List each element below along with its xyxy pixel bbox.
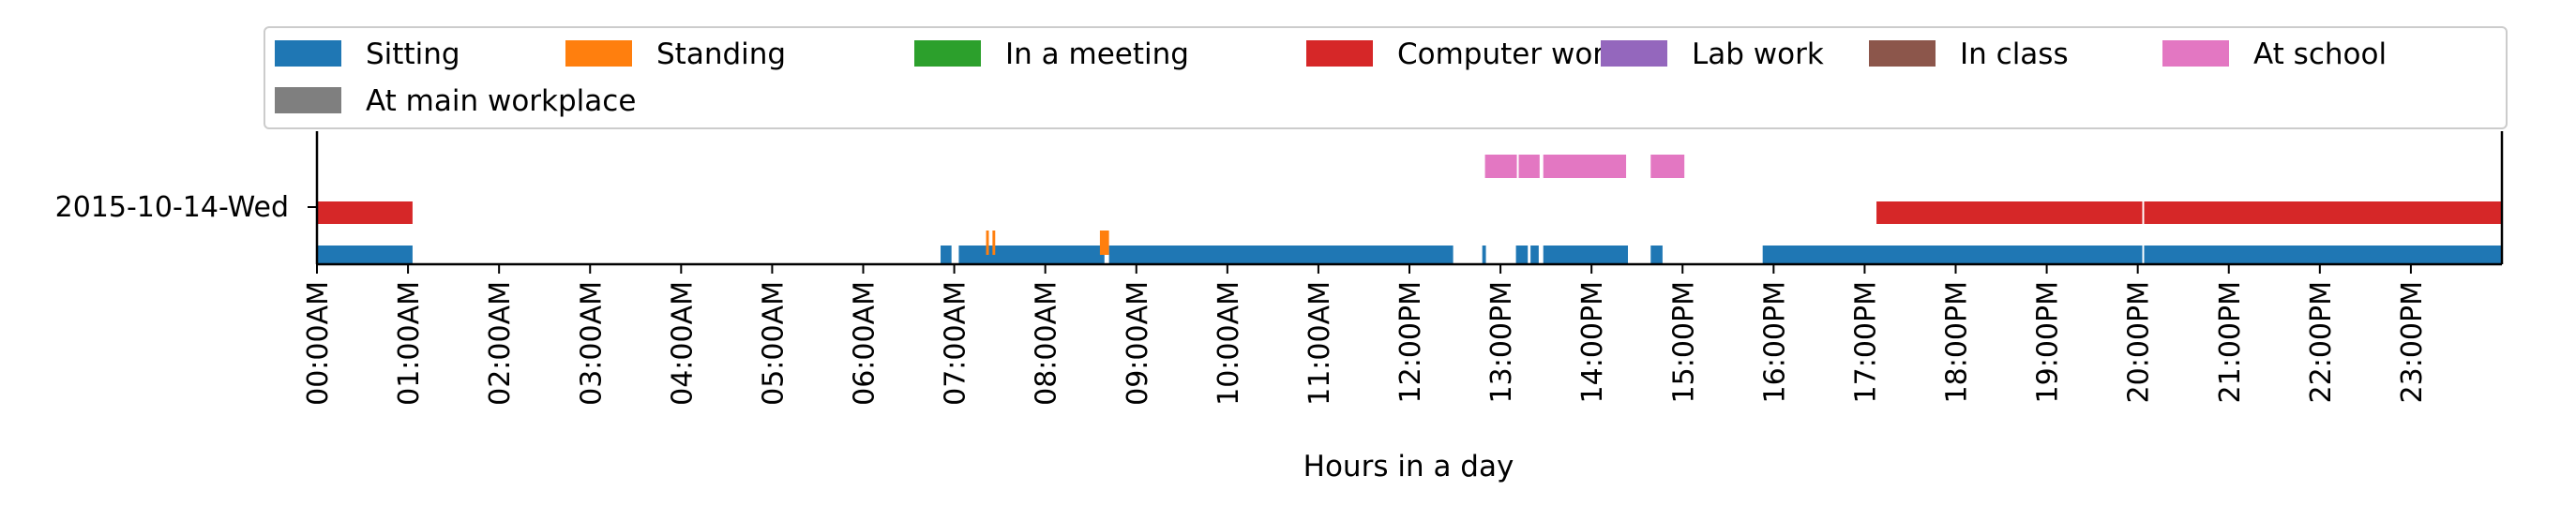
bar-standing-1 [992,231,996,255]
bar-at-school-2 [1543,155,1627,178]
bar-sitting-3 [1108,246,1454,264]
x-tick-label: 07:00AM [940,281,972,406]
bar-sitting-4 [1482,246,1486,264]
legend-label-in-a-meeting: In a meeting [1005,37,1189,71]
legend-label-at-school: At school [2253,37,2387,71]
y-tick-label: 2015-10-14-Wed [55,191,289,224]
x-tick-label: 23:00PM [2396,281,2429,403]
legend-label-computer-work: Computer work [1397,37,1621,71]
bar-sitting-0 [317,246,413,264]
legend-label-sitting: Sitting [366,37,460,71]
x-tick-label: 20:00PM [2123,281,2156,403]
x-tick-label: 12:00PM [1394,281,1427,403]
x-tick-label: 16:00PM [1758,281,1791,403]
bar-sitting-7 [1543,246,1628,264]
bar-at-school-1 [1518,155,1540,178]
legend-frame [264,26,2508,129]
x-tick-label: 03:00AM [575,281,608,406]
x-tick-label: 14:00PM [1576,281,1609,403]
legend-swatch-lab-work [1601,40,1667,67]
x-axis: 00:00AM 01:00AM 02:00AM 03:00AM 04:00AM 05:00… [302,262,2502,406]
x-tick-label: 06:00AM [849,281,881,406]
x-tick-label: 02:00AM [484,281,517,406]
x-tick-label: 18:00PM [1941,281,1974,403]
bar-at-school-0 [1484,155,1517,178]
x-tick-label: 17:00PM [1849,281,1882,403]
x-tick-label: 22:00PM [2305,281,2338,403]
bar-sitting-6 [1530,246,1539,264]
legend-swatch-sitting [275,40,341,67]
x-tick-label: 19:00PM [2032,281,2065,403]
bar-standing-0 [986,231,989,255]
bar-computer-work-0 [317,201,413,224]
x-tick-label: 11:00AM [1303,281,1336,406]
legend-swatch-standing [565,40,632,67]
legend-label-at-main-workplace: At main workplace [366,84,636,118]
x-tick-label: 05:00AM [757,281,790,406]
legend-swatch-at-main-workplace [275,87,341,113]
x-tick-label: 01:00AM [393,281,426,406]
bar-sitting-10 [2144,246,2502,264]
x-tick-label: 10:00AM [1213,281,1245,406]
bar-standing-2 [1099,231,1109,255]
legend-swatch-in-a-meeting [914,40,981,67]
x-tick-label: 00:00AM [302,281,335,406]
bar-sitting-1 [941,246,952,264]
bar-sitting-9 [1762,246,2143,264]
x-tick-label: 21:00PM [2214,281,2247,403]
x-axis-title: Hours in a day [1303,450,1514,484]
legend-label-lab-work: Lab work [1692,37,1824,71]
legend-label-in-class: In class [1960,37,2069,71]
x-tick-label: 09:00AM [1122,281,1154,406]
bar-computer-work-2 [2144,201,2502,224]
bar-sitting-5 [1515,246,1529,264]
x-tick-label: 15:00PM [1667,281,1700,403]
bar-sitting-8 [1650,246,1663,264]
x-tick-label: 08:00AM [1031,281,1063,406]
plot-area [317,155,2502,264]
legend-swatch-at-school [2162,40,2229,67]
legend-swatch-in-class [1869,40,1936,67]
x-tick-label: 04:00AM [666,281,699,406]
bar-at-school-3 [1650,155,1685,178]
bar-sitting-2 [958,246,1105,264]
x-tick-label: 13:00PM [1485,281,1518,403]
legend-label-standing: Standing [656,37,786,71]
y-axis: 2015-10-14-Wed [55,131,2504,264]
bar-computer-work-1 [1876,201,2143,224]
legend-swatch-computer-work [1306,40,1373,67]
legend: Sitting Standing In a meeting Computer work… [264,26,2508,129]
